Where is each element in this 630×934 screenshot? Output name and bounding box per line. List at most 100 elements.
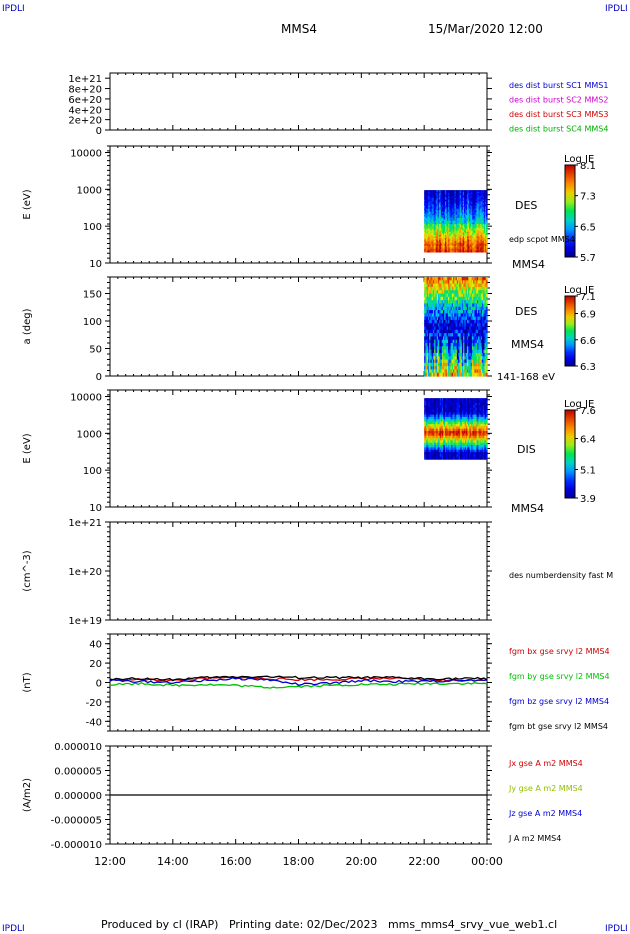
spectrogram-cell: [429, 250, 432, 253]
spectrogram-cell: [472, 230, 474, 233]
spectrogram-cell: [436, 326, 439, 331]
spectrogram-cell: [471, 199, 473, 202]
spectrogram-cell: [435, 362, 438, 367]
spectrogram-cell: [478, 329, 481, 334]
spectrogram-cell: [451, 372, 454, 377]
spectrogram-cell: [441, 214, 444, 217]
spectrogram-cell: [470, 286, 473, 291]
spectrogram-cell: [440, 449, 443, 453]
spectrogram-cell: [456, 190, 459, 193]
spectrogram-cell: [430, 421, 433, 425]
spectrogram-cell: [461, 250, 464, 253]
spectrogram-cell: [479, 293, 482, 298]
spectrogram-cell: [468, 191, 470, 194]
spectrogram-cell: [478, 191, 481, 194]
spectrogram-cell: [466, 205, 468, 208]
spectrogram-cell: [435, 430, 438, 434]
spectrogram-cell: [476, 372, 479, 377]
spectrogram-cell: [459, 286, 462, 291]
spectrogram-cell: [443, 219, 445, 222]
spectrogram-cell: [457, 199, 460, 202]
spectrogram-cell: [469, 231, 471, 234]
spectrogram-cell: [460, 208, 463, 211]
spectrogram-cell: [429, 293, 432, 298]
spectrogram-cell: [439, 398, 442, 402]
spectrogram-cell: [433, 421, 436, 425]
spectrogram-cell: [446, 244, 448, 247]
spectrogram-cell: [431, 207, 434, 210]
spectrogram-cell: [435, 200, 438, 204]
spectrogram-cell: [465, 204, 467, 207]
spectrogram-cell: [481, 230, 484, 233]
spectrogram-cell: [430, 247, 433, 250]
spectrogram-cell: [460, 326, 463, 331]
spectrogram-cell: [479, 225, 482, 228]
spectrogram-cell: [449, 248, 451, 251]
spectrogram-cell: [476, 191, 479, 194]
spectrogram-cell: [456, 191, 459, 194]
spectrogram-cell: [425, 197, 427, 201]
spectrogram-cell: [469, 239, 471, 242]
spectrogram-cell: [458, 239, 461, 242]
spectrogram-cell: [430, 456, 433, 460]
spectrogram-cell: [461, 194, 464, 197]
spectrogram-cell: [471, 211, 473, 214]
spectrogram-cell: [433, 221, 436, 224]
spectrogram-cell: [433, 204, 436, 207]
spectrogram-cell: [450, 313, 453, 318]
spectrogram-cell: [485, 316, 488, 321]
spectrogram-cell: [427, 419, 429, 423]
spectrogram-cell: [455, 293, 458, 298]
spectrogram-cell: [451, 247, 454, 250]
spectrogram-cell: [480, 204, 483, 207]
spectrogram-cell: [454, 242, 457, 245]
spectrogram-cell: [433, 449, 436, 453]
spectrogram-cell: [434, 414, 437, 418]
spectrogram-cell: [479, 228, 482, 231]
spectrogram-cell: [455, 277, 458, 281]
spectrogram-cell: [437, 407, 440, 411]
spectrogram-cell: [457, 219, 460, 222]
spectrogram-cell: [468, 313, 471, 318]
colorbar-tick-label: 5.7: [580, 253, 596, 264]
spectrogram-cell: [426, 343, 429, 347]
spectrogram-cell: [476, 296, 479, 301]
spectrogram-cell: [476, 362, 479, 367]
spectrogram-cell: [481, 191, 484, 194]
spectrogram-cell: [471, 323, 474, 328]
spectrogram-cell: [469, 224, 471, 227]
spectrogram-cell: [480, 239, 483, 242]
spectrogram-cell: [470, 326, 473, 331]
spectrogram-cell: [460, 227, 463, 230]
spectrogram-cell: [426, 313, 429, 318]
spectrogram-cell: [481, 245, 484, 248]
spectrogram-cell: [455, 207, 458, 210]
spectrogram-cell: [484, 190, 487, 193]
spectrogram-cell: [433, 228, 436, 231]
spectrogram-cell: [441, 191, 444, 194]
spectrogram-cell: [485, 210, 488, 213]
spectrogram-cell: [450, 213, 452, 216]
spectrogram-cell: [427, 202, 429, 205]
spectrogram-cell: [433, 208, 436, 211]
spectrogram-cell: [481, 196, 484, 199]
spectrogram-cell: [435, 208, 438, 211]
spectrogram-cell: [450, 336, 453, 341]
spectrogram-cell: [431, 402, 434, 406]
y-tick-label: 100: [83, 222, 102, 233]
spectrogram-cell: [445, 234, 447, 238]
spectrogram-cell: [467, 193, 469, 196]
spectrogram-cell: [454, 286, 457, 291]
spectrogram-cell: [456, 346, 459, 351]
spectrogram-cell: [478, 213, 481, 216]
spectrogram-cell: [484, 248, 487, 251]
spectrogram-cell: [434, 233, 437, 236]
spectrogram-cell: [444, 214, 446, 217]
spectrogram-cell: [448, 296, 450, 301]
spectrogram-cells: [424, 398, 488, 460]
spectrogram-cell: [485, 336, 488, 341]
spectrogram-cell: [445, 205, 447, 208]
spectrogram-cell: [434, 214, 437, 217]
spectrogram-cell: [480, 280, 483, 285]
spectrogram-cell: [458, 244, 461, 247]
